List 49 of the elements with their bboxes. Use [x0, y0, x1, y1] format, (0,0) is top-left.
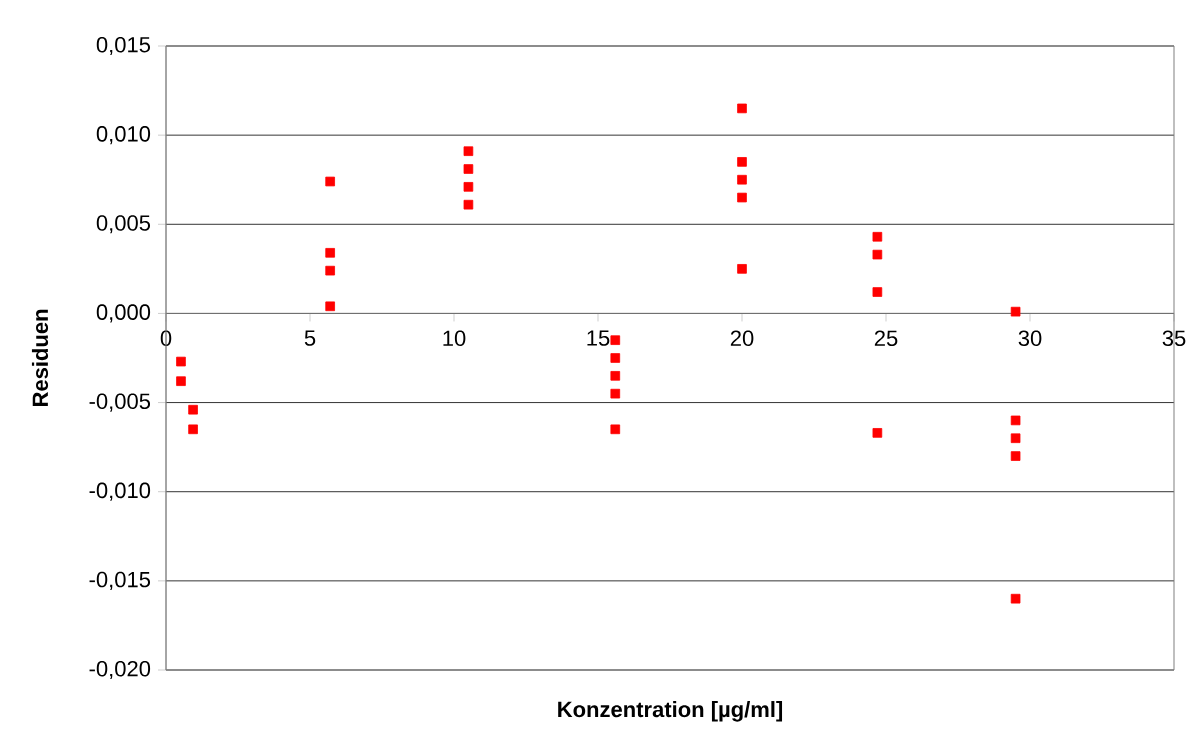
point [610, 388, 621, 399]
point [610, 371, 621, 381]
point [176, 376, 186, 386]
point [325, 176, 335, 187]
point [463, 164, 474, 174]
point [737, 192, 747, 203]
point [325, 265, 335, 276]
point [176, 356, 186, 367]
point [737, 103, 747, 114]
x-tick-label: 35 [1162, 330, 1186, 347]
point [872, 428, 883, 438]
point [1010, 451, 1021, 461]
point [872, 287, 883, 297]
x-tick-label: 10 [443, 330, 466, 347]
point [1010, 433, 1021, 444]
y-axis-title: Residuen [31, 309, 49, 407]
y-tick-label: 0,005 [96, 215, 151, 234]
point [610, 335, 621, 345]
y-tick-label: -0,020 [89, 660, 151, 680]
point [463, 182, 474, 192]
point [610, 353, 621, 363]
point [188, 424, 198, 435]
point [737, 264, 747, 274]
x-axis-title: Konzentration [µg/ml] [558, 701, 783, 722]
point [872, 249, 883, 260]
x-tick-label: 30 [1018, 330, 1042, 347]
y-tick-label: -0,010 [89, 482, 151, 501]
point [737, 157, 747, 167]
point [1010, 593, 1021, 604]
point [325, 248, 335, 258]
point [610, 424, 621, 435]
x-tick-label: 15 [587, 330, 610, 346]
y-tick-label: 0,010 [96, 126, 151, 145]
x-tick-label: 25 [874, 330, 898, 347]
point [1010, 415, 1021, 426]
point [188, 404, 198, 415]
point [872, 231, 883, 242]
point [463, 199, 474, 210]
x-tick-label: 5 [304, 330, 316, 346]
point [737, 174, 747, 185]
y-tick-label: 0,015 [96, 36, 151, 56]
point [1010, 306, 1021, 317]
y-tick-label: -0,005 [89, 393, 151, 412]
point [325, 301, 335, 312]
y-tick-label: -0,015 [89, 571, 151, 590]
y-tick-label: 0,000 [96, 304, 151, 323]
x-tick-label: 20 [730, 330, 754, 347]
point [463, 146, 474, 156]
x-tick-label: 0 [160, 330, 172, 347]
